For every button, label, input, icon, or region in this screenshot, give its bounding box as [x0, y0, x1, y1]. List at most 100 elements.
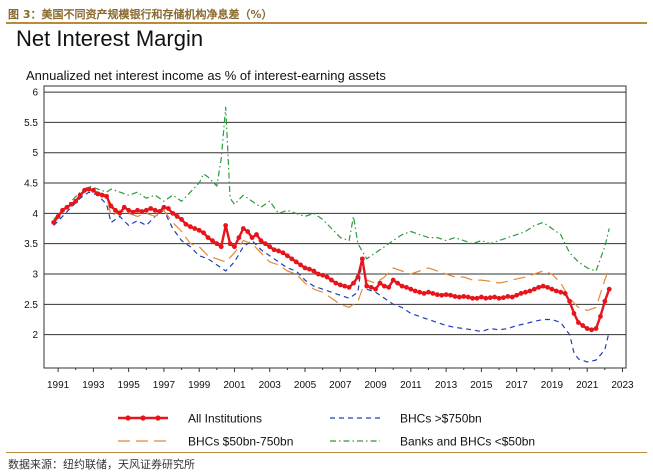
series-point-all-institutions — [86, 186, 92, 192]
series-point-all-institutions — [342, 283, 348, 289]
source-rule — [6, 452, 647, 453]
series-point-all-institutions — [121, 204, 127, 210]
series-point-all-institutions — [249, 235, 255, 241]
series-point-all-institutions — [417, 289, 423, 295]
series-point-all-institutions — [364, 283, 370, 289]
series-point-all-institutions — [170, 210, 176, 216]
x-tick-label: 2013 — [435, 380, 458, 391]
series-point-all-institutions — [408, 286, 414, 292]
legend-label: All Institutions — [188, 412, 262, 426]
series-point-all-institutions — [434, 292, 440, 298]
series-point-all-institutions — [68, 201, 74, 207]
series-point-all-institutions — [386, 284, 392, 290]
series-point-all-institutions — [55, 213, 61, 219]
series-point-all-institutions — [575, 320, 581, 325]
series-point-all-institutions — [381, 283, 387, 289]
series-point-all-institutions — [298, 262, 304, 268]
y-tick-label: 4.5 — [24, 179, 38, 190]
series-point-all-institutions — [324, 274, 330, 280]
series-point-all-institutions — [192, 226, 198, 231]
series-point-all-institutions — [113, 207, 118, 213]
series-point-all-institutions — [606, 286, 612, 292]
series-point-all-institutions — [430, 291, 436, 296]
series-point-all-institutions — [377, 280, 383, 286]
series-point-all-institutions — [284, 253, 290, 259]
series-point-all-institutions — [218, 244, 224, 250]
series-point-all-institutions — [201, 230, 207, 236]
series-line-bhcs-50bn-750bn — [53, 188, 610, 311]
series-point-all-institutions — [465, 294, 471, 300]
series-point-all-institutions — [95, 191, 101, 197]
series-point-all-institutions — [452, 294, 458, 299]
legend-label: BHCs $50bn-750bn — [188, 435, 293, 449]
chart-subtitle: Annualized net interest income as % of i… — [26, 68, 386, 83]
series-point-all-institutions — [130, 209, 136, 215]
series-point-all-institutions — [439, 292, 445, 298]
legend-marker — [155, 415, 161, 421]
series-point-all-institutions — [483, 295, 489, 301]
series-point-all-institutions — [558, 289, 564, 295]
series-point-all-institutions — [470, 295, 475, 301]
axes: 2 2.5 3 3.5 4 4.5 5 5.5 6 1991 1993 1995 1997 1999 200… — [24, 85, 634, 391]
series-point-all-institutions — [598, 314, 603, 319]
series-point-all-institutions — [359, 256, 365, 262]
series-point-all-institutions — [571, 311, 577, 316]
series-point-all-institutions — [174, 213, 180, 219]
x-tick-label: 2009 — [364, 380, 387, 391]
series-point-all-institutions — [179, 217, 184, 222]
series-point-all-institutions — [187, 224, 193, 230]
series-point-all-institutions — [580, 323, 586, 328]
series-point-all-institutions — [245, 229, 251, 234]
legend-marker — [125, 415, 131, 421]
x-tick-label: 2023 — [611, 380, 634, 391]
series-point-all-institutions — [404, 284, 409, 290]
series-point-all-institutions — [148, 206, 154, 211]
series-point-all-institutions — [589, 327, 595, 333]
series-point-all-institutions — [320, 272, 326, 278]
series-point-all-institutions — [77, 192, 83, 198]
series-point-all-institutions — [258, 238, 264, 244]
series-point-all-institutions — [267, 244, 273, 250]
x-tick-label: 2001 — [223, 380, 246, 391]
series-point-all-institutions — [99, 192, 105, 198]
series-point-all-institutions — [293, 259, 299, 265]
series-point-all-institutions — [584, 326, 590, 331]
plot-frame — [43, 85, 627, 369]
series-point-all-institutions — [351, 280, 356, 286]
series-point-all-institutions — [307, 266, 312, 272]
series-point-all-institutions — [399, 283, 405, 289]
series-point-all-institutions — [355, 274, 361, 280]
series-point-all-institutions — [60, 207, 65, 213]
series-point-all-institutions — [390, 277, 396, 283]
y-tick-label: 3.5 — [24, 239, 38, 250]
y-tick-label: 3 — [32, 270, 38, 281]
series-point-all-institutions — [117, 210, 123, 216]
series-point-all-institutions — [545, 284, 550, 290]
series-point-all-institutions — [562, 291, 568, 296]
series-point-all-institutions — [553, 288, 559, 294]
series-point-all-institutions — [254, 232, 259, 237]
y-tick-label: 4 — [32, 209, 38, 220]
y-tick-label: 2.5 — [24, 300, 38, 311]
series-point-all-institutions — [165, 206, 171, 211]
series-point-all-institutions — [509, 294, 515, 300]
series-point-all-institutions — [496, 295, 502, 301]
x-tick-label: 2015 — [470, 380, 493, 391]
series-point-all-institutions — [183, 221, 189, 227]
series-point-all-institutions — [523, 289, 528, 295]
legend-marker — [140, 415, 146, 421]
legend: All Institutions BHCs >$750bn BHCs $50bn-7… — [118, 412, 535, 449]
series-point-all-institutions — [223, 223, 229, 228]
series-point-all-institutions — [262, 241, 268, 247]
series-point-all-institutions — [593, 326, 599, 331]
x-tick-label: 2017 — [506, 380, 529, 391]
series-point-all-institutions — [368, 284, 374, 290]
series-point-all-institutions — [227, 241, 233, 247]
series-point-all-institutions — [395, 280, 401, 286]
caption-rule — [6, 22, 647, 24]
series-point-all-institutions — [487, 295, 493, 301]
series-point-all-institutions — [602, 298, 608, 304]
series-point-all-institutions — [135, 207, 140, 213]
series-point-all-institutions — [514, 292, 520, 298]
series-point-all-institutions — [152, 207, 158, 213]
